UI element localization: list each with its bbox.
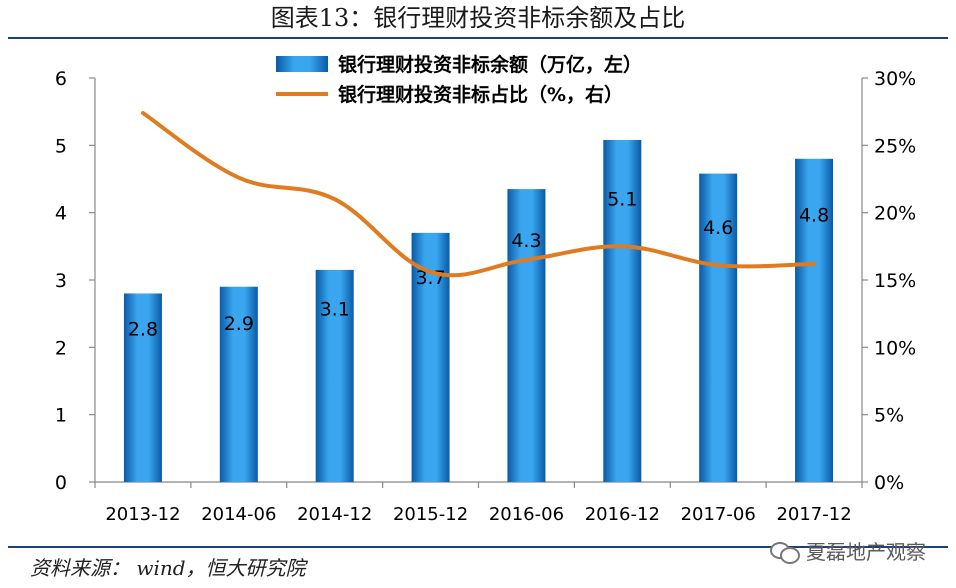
left-tick-label: 0 — [55, 472, 67, 494]
wechat-bubble-icon — [770, 540, 800, 564]
bar-value-label: 2.8 — [128, 319, 158, 341]
bar — [123, 293, 162, 482]
legend-bar-swatch — [276, 56, 328, 72]
x-tick-label: 2017-12 — [776, 504, 851, 525]
x-tick-label: 2016-12 — [585, 504, 660, 525]
line-group — [140, 111, 817, 278]
bar — [507, 189, 546, 482]
right-tick-label: 15% — [874, 270, 916, 292]
left-tick-label: 1 — [55, 405, 67, 427]
bars-group — [123, 139, 834, 483]
bar-value-label: 3.1 — [320, 299, 350, 321]
legend-bar-label: 银行理财投资非标余额（万亿，左） — [338, 53, 642, 76]
left-tick-label: 4 — [55, 203, 67, 225]
x-tick-label: 2017-06 — [681, 504, 756, 525]
left-tick-label: 3 — [55, 270, 67, 292]
bar-value-label: 5.1 — [607, 188, 637, 210]
bar — [699, 173, 738, 482]
source-note: 资料来源： wind，恒大研究院 — [30, 556, 306, 580]
bar — [315, 269, 354, 482]
bar-value-label: 4.8 — [799, 204, 829, 226]
legend: 银行理财投资非标余额（万亿，左） 银行理财投资非标占比（%，右） — [276, 53, 642, 106]
right-tick-label: 5% — [874, 405, 904, 427]
bottom-divider — [8, 546, 948, 548]
x-tick-label: 2015-12 — [393, 504, 468, 525]
bar-value-label: 4.3 — [511, 230, 541, 252]
share-line — [140, 111, 817, 278]
x-tick-label: 2016-06 — [489, 504, 564, 525]
right-tick-label: 20% — [874, 203, 916, 225]
title-divider — [8, 37, 948, 39]
right-tick-label: 25% — [874, 135, 916, 157]
combo-chart: 0 1 2 3 4 5 6 0% 5% 10% 15% 20% 25% 30% 2013-12 2014-06… — [55, 53, 916, 525]
watermark-text: 夏磊地产观察 — [806, 540, 926, 564]
bar — [219, 286, 258, 482]
x-tick-label: 2014-12 — [297, 504, 372, 525]
left-tick-label: 5 — [55, 135, 67, 157]
left-tick-label: 6 — [55, 68, 67, 90]
right-tick-label: 30% — [874, 68, 916, 90]
right-tick-label: 0% — [874, 472, 904, 494]
bar — [603, 139, 642, 482]
watermark: 夏磊地产观察 — [770, 536, 926, 565]
bar — [795, 158, 834, 483]
axes-group: 0 1 2 3 4 5 6 0% 5% 10% 15% 20% 25% 30% 2013-12 2014-06… — [55, 68, 916, 525]
chart-title: 图表13：银行理财投资非标余额及占比 — [270, 4, 686, 32]
x-tick-label: 2014-06 — [201, 504, 276, 525]
left-tick-label: 2 — [55, 337, 67, 359]
legend-line-label: 银行理财投资非标占比（%，右） — [338, 83, 623, 106]
bar-value-label: 4.6 — [703, 217, 733, 239]
x-tick-label: 2013-12 — [105, 504, 180, 525]
bar-value-label: 2.9 — [224, 313, 254, 335]
right-tick-label: 10% — [874, 337, 916, 359]
